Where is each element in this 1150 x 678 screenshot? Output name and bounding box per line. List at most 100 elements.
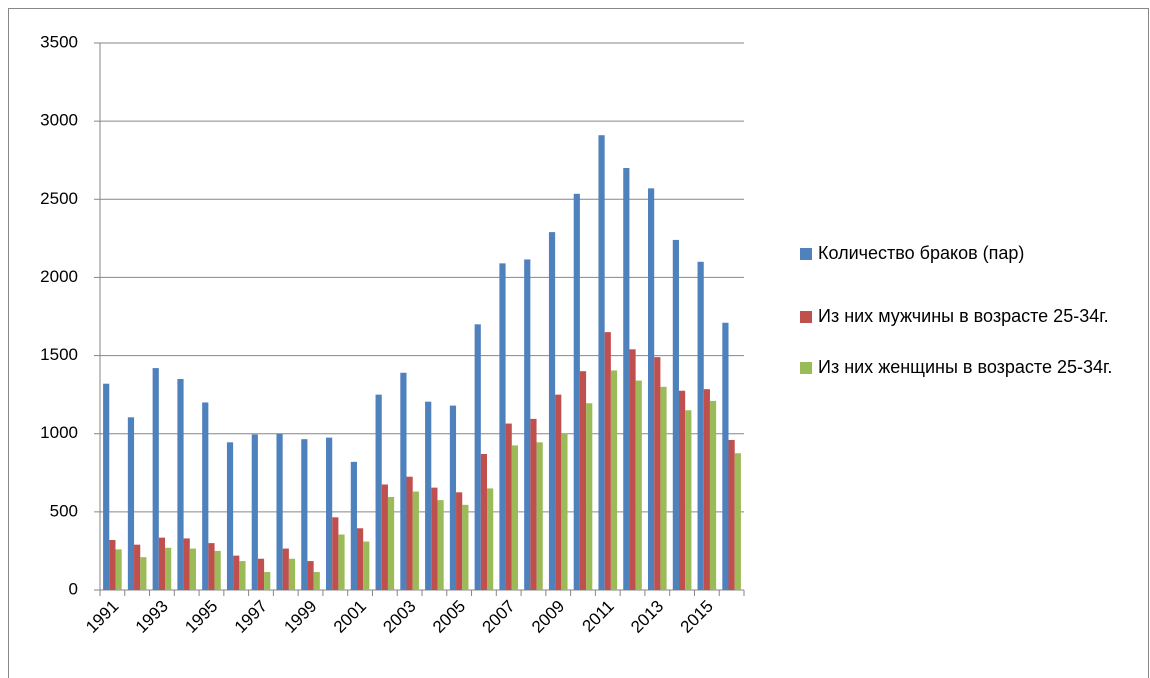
bar xyxy=(288,558,296,590)
bar xyxy=(400,372,407,590)
bar xyxy=(728,439,735,590)
y-tick-label: 2000 xyxy=(40,267,78,286)
x-tick-label: 2013 xyxy=(627,597,667,637)
bar xyxy=(127,417,135,590)
bar xyxy=(406,476,413,590)
bar xyxy=(264,572,271,590)
legend-item: Количество браков (пар) xyxy=(800,240,1140,267)
bar xyxy=(734,453,741,590)
bar xyxy=(511,445,518,590)
bar xyxy=(338,534,345,590)
y-tick-label: 1000 xyxy=(40,423,78,442)
bar xyxy=(326,437,333,590)
bar xyxy=(282,548,289,590)
bar xyxy=(654,357,661,590)
bar xyxy=(301,439,308,590)
bar xyxy=(505,423,512,590)
bar xyxy=(462,504,469,590)
bar xyxy=(623,168,630,590)
bar xyxy=(610,370,618,590)
bar xyxy=(381,484,388,590)
bar xyxy=(363,541,370,590)
bar xyxy=(103,383,110,590)
bar xyxy=(214,550,221,590)
bar xyxy=(530,418,537,590)
bar xyxy=(183,538,190,590)
y-tick-label: 3000 xyxy=(40,111,78,130)
bar xyxy=(524,259,531,590)
bar xyxy=(703,389,710,590)
bar xyxy=(239,561,246,590)
y-tick-label: 2500 xyxy=(40,189,78,208)
bar xyxy=(635,380,642,590)
legend-swatch xyxy=(800,311,812,323)
legend-swatch xyxy=(800,362,812,374)
bar xyxy=(202,402,209,590)
bar xyxy=(456,492,463,590)
legend-item: Из них женщины в возрасте 25-34г. xyxy=(800,354,1140,381)
bar xyxy=(660,386,667,590)
bar xyxy=(189,548,196,590)
bar xyxy=(165,547,172,590)
bar xyxy=(629,349,636,590)
x-tick-label: 1993 xyxy=(132,597,172,637)
bar xyxy=(140,557,147,590)
legend-swatch xyxy=(800,248,812,260)
legend-label: Из них мужчины в возрасте 25-34г. xyxy=(818,306,1109,326)
bar xyxy=(115,549,122,590)
x-tick-label: 2009 xyxy=(528,597,568,637)
bar xyxy=(431,487,438,590)
bar xyxy=(499,263,506,590)
bar xyxy=(437,500,444,590)
bar xyxy=(685,410,692,590)
bar xyxy=(678,390,686,590)
bar xyxy=(598,135,605,591)
bar xyxy=(313,572,320,590)
x-tick-label: 1997 xyxy=(231,597,271,637)
bar xyxy=(586,403,593,590)
bar xyxy=(257,558,265,590)
bar xyxy=(307,561,314,590)
bar xyxy=(722,322,729,590)
x-tick-label: 2007 xyxy=(479,597,519,637)
bar xyxy=(709,400,717,590)
x-tick-label: 2001 xyxy=(330,597,370,637)
x-tick-label: 1999 xyxy=(280,597,320,637)
bar xyxy=(648,188,655,591)
bar xyxy=(555,394,562,590)
bar xyxy=(134,544,141,590)
legend-label: Из них женщины в возрасте 25-34г. xyxy=(818,357,1113,377)
bar xyxy=(233,555,240,590)
bar xyxy=(697,261,704,590)
bar xyxy=(672,239,679,591)
bar xyxy=(208,543,215,590)
bar xyxy=(487,488,494,590)
x-tick-label: 2015 xyxy=(677,597,717,637)
bar xyxy=(226,442,234,590)
bar xyxy=(276,433,283,590)
y-tick-label: 1500 xyxy=(40,345,78,364)
bar xyxy=(561,433,568,590)
bar xyxy=(548,232,556,590)
bar xyxy=(480,454,488,590)
y-tick-label: 500 xyxy=(50,501,78,520)
legend-item: Из них мужчины в возрасте 25-34г. xyxy=(800,303,1140,330)
bar xyxy=(109,539,116,590)
bar xyxy=(332,517,339,590)
bar xyxy=(375,394,382,590)
x-tick-label: 2011 xyxy=(578,597,617,636)
bar xyxy=(604,332,611,590)
bar xyxy=(412,491,419,590)
bar xyxy=(356,528,364,590)
bar xyxy=(425,401,432,590)
x-tick-label: 2003 xyxy=(379,597,419,637)
y-tick-label: 3500 xyxy=(40,32,78,51)
bar xyxy=(474,324,481,590)
x-tick-label: 1991 xyxy=(82,597,122,637)
bar xyxy=(251,434,258,590)
bar xyxy=(152,368,159,590)
bar xyxy=(177,379,184,590)
x-tick-label: 1995 xyxy=(181,597,221,637)
